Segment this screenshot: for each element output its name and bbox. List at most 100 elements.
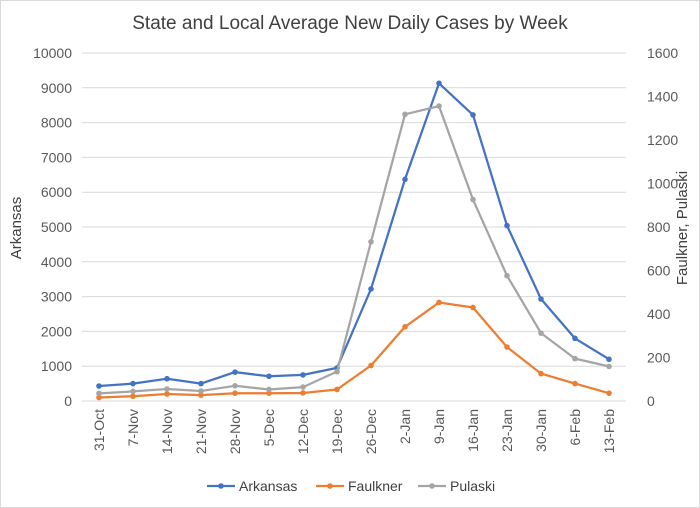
pulaski-point (436, 103, 442, 109)
right-tick-label: 1600 (647, 45, 678, 61)
x-tick-label: 16-Jan (465, 409, 481, 452)
x-tick-label: 23-Jan (499, 409, 515, 452)
pulaski-point (504, 272, 510, 279)
x-tick-label: 26-Dec (363, 409, 379, 454)
right-tick-label: 400 (647, 306, 671, 322)
left-tick-label: 8000 (41, 115, 72, 131)
left-tick-label: 2000 (41, 323, 72, 339)
x-tick-label: 5-Dec (261, 409, 277, 446)
pulaski-point (368, 238, 374, 245)
left-axis-title: Arkansas (8, 197, 25, 260)
arkansas-point (266, 373, 272, 380)
pulaski-point (130, 388, 136, 395)
legend-label-faulkner: Faulkner (348, 478, 403, 494)
pulaski-point (402, 111, 408, 118)
pulaski-line (98, 104, 610, 395)
legend-marker-pulaski (429, 483, 435, 489)
left-tick-label: 3000 (41, 289, 72, 305)
faulkner-point (232, 390, 238, 396)
pulaski-point (164, 386, 170, 392)
gridlines (82, 52, 626, 402)
pulaski-point (470, 196, 476, 203)
pulaski-point (300, 384, 306, 390)
arkansas-point (504, 222, 510, 229)
x-tick-label: 9-Jan (431, 409, 447, 444)
chart-title: State and Local Average New Daily Cases … (132, 13, 568, 34)
faulkner-point (538, 370, 544, 377)
series-arkansas (96, 80, 612, 389)
legend-label-arkansas: Arkansas (239, 478, 297, 494)
right-tick-label: 800 (647, 219, 671, 235)
series-pulaski (96, 103, 612, 397)
arkansas-point (300, 372, 306, 378)
arkansas-point (130, 380, 136, 387)
right-tick-label: 600 (647, 263, 671, 279)
series-lines (96, 80, 612, 401)
arkansas-point (436, 80, 442, 87)
faulkner-point (300, 390, 306, 396)
arkansas-point (470, 112, 476, 118)
left-axis-ticks: 0 1000 2000 3000 4000 5000 6000 7000 8000 9000 100… (33, 45, 72, 409)
arkansas-point (96, 383, 102, 389)
left-tick-label: 5000 (41, 219, 72, 235)
pulaski-point (538, 330, 544, 336)
right-tick-label: 1000 (647, 176, 678, 192)
pulaski-point (334, 368, 340, 375)
arkansas-point (606, 356, 612, 363)
faulkner-point (198, 392, 204, 398)
left-tick-label: 0 (64, 393, 72, 409)
arkansas-point (572, 335, 578, 342)
pulaski-point (606, 363, 612, 370)
arkansas-point (368, 286, 374, 292)
faulkner-line (98, 301, 610, 399)
x-axis-ticks: 31-Oct 7-Nov 14-Nov 21-Nov 28-Nov 5-Dec 12-Dec… (91, 409, 617, 454)
right-axis-ticks: 0 200 400 600 800 1000 1200 1400 1600 (647, 45, 678, 409)
x-tick-label: 14-Nov (159, 409, 175, 454)
right-tick-label: 1200 (647, 132, 678, 148)
left-tick-label: 9000 (41, 80, 72, 96)
legend: Arkansas Faulkner Pulaski (207, 478, 495, 494)
right-axis-title: Faulkner, Pulaski (674, 171, 691, 285)
faulkner-point (96, 394, 102, 401)
x-tick-label: 13-Feb (601, 409, 617, 454)
arkansas-point (402, 176, 408, 183)
left-tick-label: 7000 (41, 149, 72, 165)
pulaski-point (572, 355, 578, 362)
right-tick-label: 0 (647, 393, 655, 409)
left-tick-label: 1000 (41, 358, 72, 374)
arkansas-point (164, 375, 170, 382)
x-tick-label: 28-Nov (227, 409, 243, 454)
faulkner-point (436, 299, 442, 306)
left-tick-label: 6000 (41, 184, 72, 200)
pulaski-point (266, 386, 272, 393)
faulkner-point (130, 393, 136, 400)
left-tick-label: 10000 (33, 45, 72, 61)
x-tick-label: 31-Oct (91, 409, 107, 451)
faulkner-point (504, 344, 510, 350)
x-tick-label: 2-Jan (397, 409, 413, 444)
faulkner-point (368, 362, 374, 369)
series-faulkner (96, 299, 612, 401)
x-tick-label: 30-Jan (533, 409, 549, 452)
faulkner-point (470, 304, 476, 311)
x-tick-label: 6-Feb (567, 409, 583, 446)
faulkner-point (572, 380, 578, 387)
x-tick-label: 21-Nov (193, 409, 209, 454)
right-tick-label: 200 (647, 350, 671, 366)
left-tick-label: 4000 (41, 254, 72, 270)
arkansas-point (232, 369, 238, 375)
pulaski-point (96, 390, 102, 397)
pulaski-point (198, 388, 204, 394)
faulkner-point (164, 391, 170, 397)
pulaski-point (232, 382, 238, 389)
arkansas-line (98, 82, 610, 388)
arkansas-point (198, 380, 204, 387)
faulkner-point (334, 386, 340, 393)
arkansas-point (538, 296, 544, 302)
x-tick-label: 7-Nov (125, 409, 141, 446)
faulkner-point (606, 390, 612, 396)
faulkner-point (402, 324, 408, 330)
x-tick-label: 12-Dec (295, 409, 311, 454)
